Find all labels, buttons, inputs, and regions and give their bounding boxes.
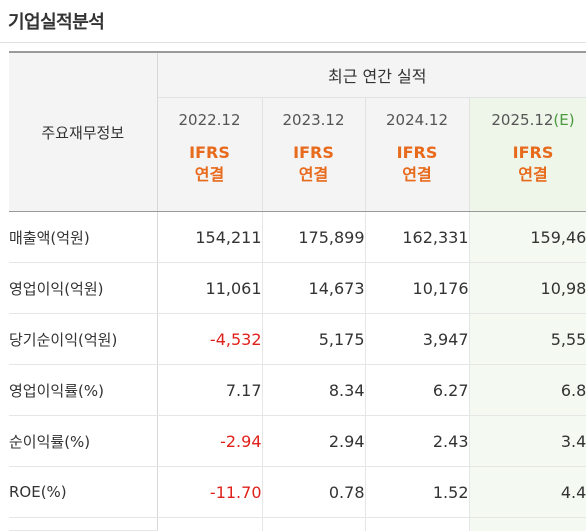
header-year-2024: 2024.12 (365, 97, 470, 142)
table-row-partial (9, 517, 586, 531)
row-label: 당기순이익(억원) (9, 313, 158, 365)
header-label-cell: 주요재무정보 (9, 51, 158, 212)
row-label: 순이익률(%) (9, 415, 158, 467)
table-cell: 6.27 (365, 364, 470, 416)
table-row-net-income: 당기순이익(억원) -4,532 5,175 3,947 5,551 (9, 313, 586, 365)
table-cell: 1.52 (365, 466, 470, 518)
table-row-net-margin: 순이익률(%) -2.94 2.94 2.43 3.48 (9, 415, 586, 467)
row-label: 매출액(억원) (9, 211, 158, 263)
table-cell: 159,460 (469, 211, 586, 263)
table-cell: 175,899 (262, 211, 366, 263)
table-cell: 2.43 (365, 415, 470, 467)
table-row-operating-margin: 영업이익률(%) 7.17 8.34 6.27 6.89 (9, 364, 586, 416)
title-divider (0, 42, 586, 43)
table-cell: 0.78 (262, 466, 366, 518)
table-cell: -4,532 (157, 313, 263, 365)
row-label: 영업이익률(%) (9, 364, 158, 416)
row-label: ROE(%) (9, 466, 158, 518)
header-year-2022: 2022.12 (157, 97, 263, 142)
table-cell: 3.48 (469, 415, 586, 467)
financial-table: 주요재무정보 최근 연간 실적 2022.12 2023.12 2024.12 … (9, 51, 586, 531)
table-cell: 7.17 (157, 364, 263, 416)
header-ifrs-2022: IFRS 연결 (157, 142, 263, 212)
table-cell: 11,061 (157, 262, 263, 314)
row-label: 영업이익(억원) (9, 262, 158, 314)
table-cell: -2.94 (157, 415, 263, 467)
table-cell: 6.89 (469, 364, 586, 416)
header-ifrs-2024: IFRS 연결 (365, 142, 470, 212)
table-cell: 5,551 (469, 313, 586, 365)
table-cell: 4.48 (469, 466, 586, 518)
table-cell: 10,176 (365, 262, 470, 314)
table-cell: 162,331 (365, 211, 470, 263)
table-cell: 14,673 (262, 262, 366, 314)
table-cell: 2.94 (262, 415, 366, 467)
header-ifrs-2023: IFRS 연결 (262, 142, 366, 212)
table-cell: 5,175 (262, 313, 366, 365)
header-ifrs-2025: IFRS 연결 (469, 142, 586, 212)
table-cell: 10,980 (469, 262, 586, 314)
header-year-2023: 2023.12 (262, 97, 366, 142)
section-title: 기업실적분석 (8, 12, 105, 33)
table-cell: 3,947 (365, 313, 470, 365)
header-group-label: 최근 연간 실적 (157, 51, 586, 98)
table-cell: -11.70 (157, 466, 263, 518)
table-row-revenue: 매출액(억원) 154,211 175,899 162,331 159,460 (9, 211, 586, 263)
estimate-mark: (E) (553, 111, 575, 129)
table-cell: 154,211 (157, 211, 263, 263)
table-cell: 8.34 (262, 364, 366, 416)
table-row-roe: ROE(%) -11.70 0.78 1.52 4.48 (9, 466, 586, 518)
header-year-2025: 2025.12(E) (469, 97, 586, 142)
table-row-operating-profit: 영업이익(억원) 11,061 14,673 10,176 10,980 (9, 262, 586, 314)
